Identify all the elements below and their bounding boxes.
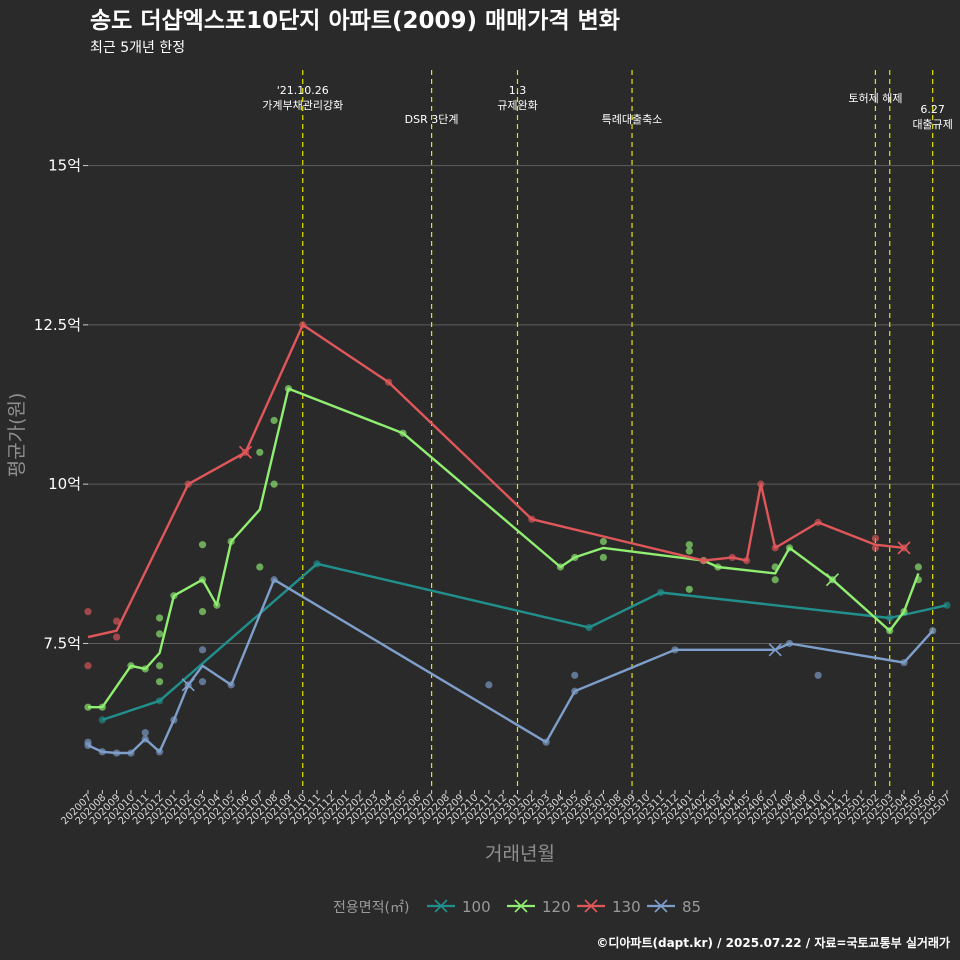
data-point — [155, 662, 164, 670]
data-point — [113, 633, 121, 641]
cross-marker — [238, 445, 253, 459]
y-tick-label: 10억 — [48, 475, 81, 493]
series-100 — [98, 560, 951, 724]
event-label: 토허제 해제 — [848, 91, 902, 105]
data-point — [256, 563, 264, 571]
legend-label: 100 — [462, 898, 491, 916]
series-line — [87, 323, 905, 639]
cross-marker — [181, 678, 195, 692]
y-axis-title: 평균가(원) — [6, 393, 28, 478]
y-tick-label: 12.5억 — [34, 316, 81, 334]
data-point — [599, 537, 608, 546]
event-label: 대출규제 — [912, 118, 952, 131]
chart-subtitle: 최근 5개년 한정 — [90, 40, 185, 56]
series-130 — [84, 321, 911, 670]
cross-marker — [897, 541, 911, 555]
legend-label: 130 — [612, 898, 641, 916]
legend: 전용면적(㎡) 100 120 130 85 — [333, 898, 701, 916]
event-label: DSR 3단계 — [405, 113, 459, 126]
chart-title: 송도 더샵엑스포10단지 아파트(2009) 매매가격 변화 — [90, 8, 620, 34]
data-point — [84, 607, 92, 616]
data-point — [270, 480, 278, 488]
legend-swatch-cross — [434, 899, 448, 913]
data-point — [685, 585, 693, 593]
data-point — [871, 534, 880, 542]
footer-credit: ©디아파트(dapt.kr) / 2025.07.22 / 자료=국토교통부 실… — [596, 935, 950, 950]
data-point — [155, 678, 164, 686]
series-85 — [84, 576, 937, 757]
legend-title: 전용면적(㎡) — [333, 900, 409, 916]
data-point — [685, 547, 693, 555]
data-point — [571, 671, 579, 679]
data-point — [685, 541, 693, 549]
data-point — [84, 738, 92, 746]
data-point — [198, 607, 207, 616]
x-axis-ticks: 2020072020082020092020102020112020122021… — [59, 790, 953, 827]
legend-swatch-cross — [654, 899, 668, 913]
data-point — [914, 563, 922, 571]
series-layer — [84, 321, 951, 757]
data-point — [256, 448, 264, 456]
data-point — [599, 553, 608, 562]
y-axis-ticks: 7.5억 10억 12.5억 15억 — [34, 157, 88, 652]
data-point — [155, 614, 164, 622]
y-tick-label: 15억 — [48, 157, 81, 175]
data-point — [84, 662, 92, 670]
cross-marker — [825, 573, 840, 587]
series-120 — [84, 384, 922, 711]
legend-swatch-cross — [514, 899, 528, 913]
x-axis-title: 거래년월 — [485, 843, 555, 865]
data-point — [270, 416, 278, 425]
data-point — [198, 541, 207, 549]
data-point — [113, 617, 121, 625]
event-label: 가계부채관리강화 — [262, 99, 343, 112]
event-label: 6.27 — [920, 103, 945, 116]
data-point — [814, 671, 822, 679]
data-point — [485, 681, 493, 689]
event-label: 규제완화 — [497, 99, 537, 112]
series-line — [88, 387, 920, 709]
data-point — [198, 678, 207, 686]
event-label: '21.10.26 — [277, 84, 329, 97]
series-line — [87, 578, 934, 755]
legend-label: 85 — [682, 898, 701, 916]
series-line — [101, 562, 948, 722]
gridlines — [88, 165, 960, 644]
legend-swatch-cross — [584, 899, 598, 913]
cross-marker — [768, 643, 782, 657]
y-tick-label: 7.5억 — [43, 634, 81, 652]
data-point — [198, 646, 207, 654]
data-point — [155, 630, 164, 638]
data-point — [771, 576, 779, 584]
legend-label: 120 — [542, 898, 571, 916]
event-label: 특례대출축소 — [602, 113, 663, 126]
data-point — [141, 729, 149, 737]
event-label: 1.3 — [509, 84, 527, 97]
